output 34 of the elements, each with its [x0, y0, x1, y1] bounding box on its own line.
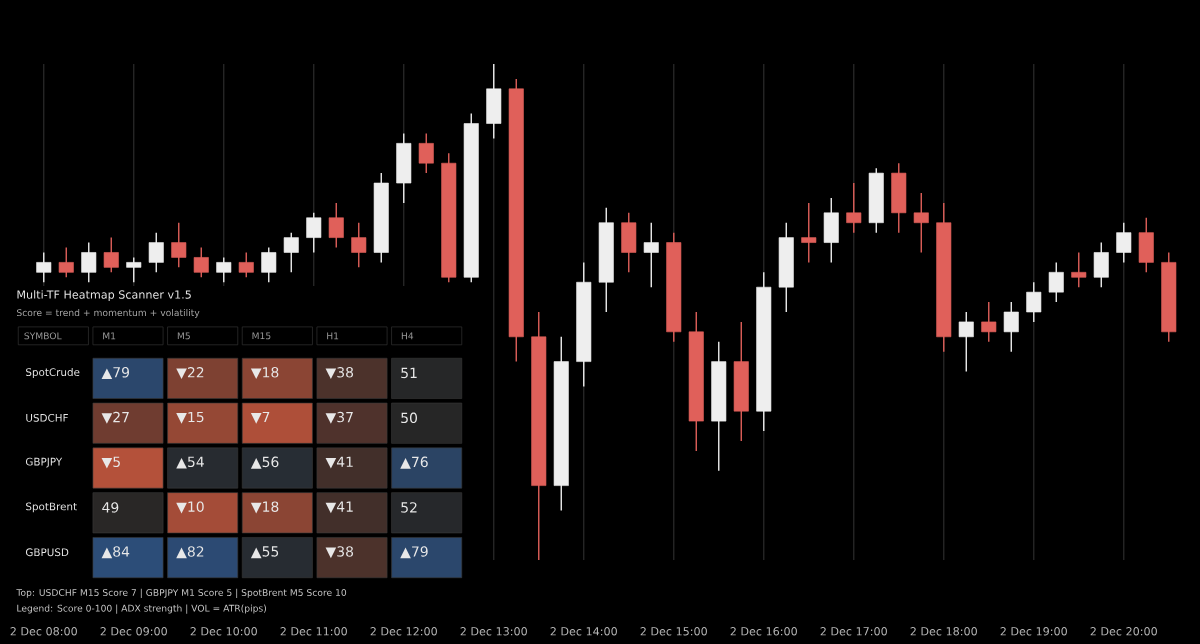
- candlestick: [1116, 222, 1132, 264]
- candlestick: [193, 246, 209, 278]
- candlestick: [1003, 301, 1019, 353]
- candlestick: [1093, 241, 1109, 288]
- candlestick: [216, 256, 232, 283]
- candlestick: [846, 182, 862, 234]
- candlestick: [643, 222, 659, 288]
- candlestick: [958, 311, 974, 373]
- candlestick: [1048, 261, 1064, 303]
- candlestick: [418, 132, 434, 174]
- candlestick: [1071, 251, 1087, 288]
- candlestick: [261, 246, 277, 283]
- candlestick: [238, 251, 254, 278]
- candlestick: [913, 192, 929, 254]
- candlestick: [823, 197, 839, 264]
- candlestick: [171, 222, 187, 269]
- candlestick: [621, 212, 637, 274]
- candlestick: [58, 246, 74, 278]
- candlestick: [801, 202, 817, 264]
- candlestick: [1138, 217, 1154, 274]
- candlestick: [486, 63, 502, 140]
- candlestick: [351, 222, 367, 269]
- candlestick: [981, 301, 997, 343]
- candlestick: [396, 132, 412, 204]
- candlestick: [36, 251, 52, 283]
- candlestick: [328, 202, 344, 249]
- candlestick: [1026, 281, 1042, 323]
- candlestick: [81, 241, 97, 283]
- candlestick: [283, 231, 299, 274]
- candlestick: [126, 256, 142, 283]
- candlestick: [148, 231, 164, 274]
- candlestick: [306, 212, 322, 254]
- candlestick: [891, 162, 907, 234]
- candlestick: [103, 236, 119, 274]
